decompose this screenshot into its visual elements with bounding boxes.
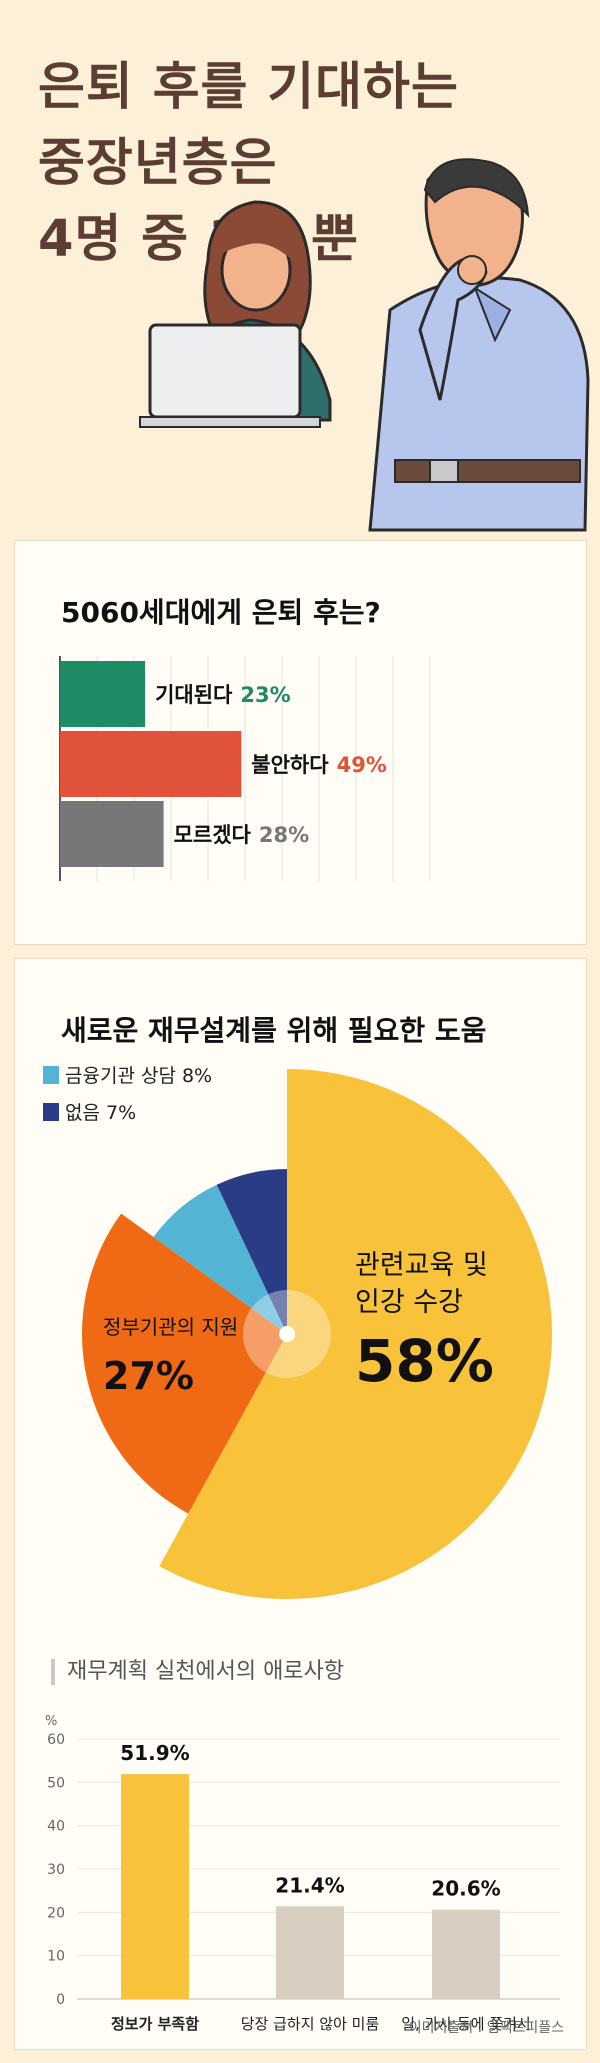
y-tick-label: 0	[56, 1992, 65, 2008]
retirement-outlook-card: 5060세대에게 은퇴 후는? 기대된다 23% 불안하다 49% 모르겠다 28%	[14, 540, 587, 945]
thinking-man-illustration	[368, 158, 590, 532]
hero-title-line-2: 중장년층은	[38, 134, 278, 193]
legend-swatch	[43, 1103, 59, 1121]
pie-center-dot	[279, 1326, 295, 1342]
bar-value-label: 49%	[337, 753, 387, 777]
slice-value-label: 27%	[103, 1354, 194, 1398]
slice-label: 인강 수강	[355, 1287, 463, 1318]
bar-value-label: 23%	[240, 683, 290, 707]
y-axis-unit: %	[45, 1714, 57, 1729]
bar-category-label: 모르겠다	[174, 823, 252, 847]
bar-value-label: 21.4%	[275, 1873, 344, 1897]
bar-category-label: 기대된다	[155, 683, 233, 707]
pie-slice	[216, 1169, 287, 1334]
legend-label: 금융기관 상담 8%	[65, 1065, 212, 1087]
bar	[60, 661, 146, 727]
pie-chart: 관련교육 및인강 수강 58% 정부기관의 지원 27% 금융기관 상담 8% 없음 7%	[43, 1065, 552, 1599]
chart-title: 5060세대에게 은퇴 후는?	[61, 596, 381, 629]
bar-category-label: 불안하다	[251, 753, 329, 777]
bar-value-label: 28%	[259, 823, 309, 847]
slice-label: 정부기관의 지원	[103, 1315, 238, 1339]
chart-title: 새로운 재무설계를 위해 필요한 도움	[61, 1014, 487, 1047]
legend-label: 없음 7%	[65, 1102, 136, 1124]
slice-value-label: 58%	[355, 1327, 494, 1395]
vertical-bar-chart: % 0 10 20 30 40 50 60 51.9% 정보가 부족함 21.4% 당장 급하지 않아…	[45, 1714, 560, 2033]
bar	[276, 1906, 344, 1999]
hero-title-line-1: 은퇴 후를 기대하는	[38, 58, 459, 117]
x-tick-label: 정보가 부족함	[111, 2015, 199, 2033]
y-tick-label: 20	[47, 1905, 65, 1921]
y-tick-label: 10	[47, 1949, 65, 1965]
pie-slice	[81, 1213, 288, 1514]
y-tick-label: 40	[47, 1819, 65, 1835]
pie-slice	[153, 1184, 287, 1334]
bar	[432, 1909, 500, 1999]
laptop-illustration	[139, 323, 321, 428]
x-tick-label: 당장 급하지 않아 미룸	[241, 2015, 380, 2033]
pie-slice	[159, 1069, 552, 1599]
slice-label: 관련교육 및	[355, 1250, 488, 1281]
bar	[60, 801, 164, 867]
y-tick-label: 30	[47, 1862, 65, 1878]
y-tick-label: 50	[47, 1775, 65, 1791]
x-tick-label: 일, 가사 등에 쫓겨서	[401, 2015, 530, 2033]
image-credit: 이미지출처 : 임팩트피플스	[408, 2020, 564, 2036]
hero-banner: 은퇴 후를 기대하는 중장년층은 4명 중 1명 뿐	[0, 0, 600, 532]
legend-swatch	[43, 1066, 59, 1084]
bar-value-label: 51.9%	[120, 1741, 189, 1765]
bar	[121, 1774, 189, 1999]
subchart-title: 재무계획 실천에서의 애로사항	[51, 1659, 344, 1685]
horizontal-bar-chart: 기대된다 23% 불안하다 49% 모르겠다 28%	[59, 656, 431, 881]
hero-illustration	[139, 158, 590, 532]
bar-value-label: 20.6%	[431, 1877, 500, 1901]
bar	[60, 731, 242, 797]
y-tick-label: 60	[47, 1732, 65, 1748]
